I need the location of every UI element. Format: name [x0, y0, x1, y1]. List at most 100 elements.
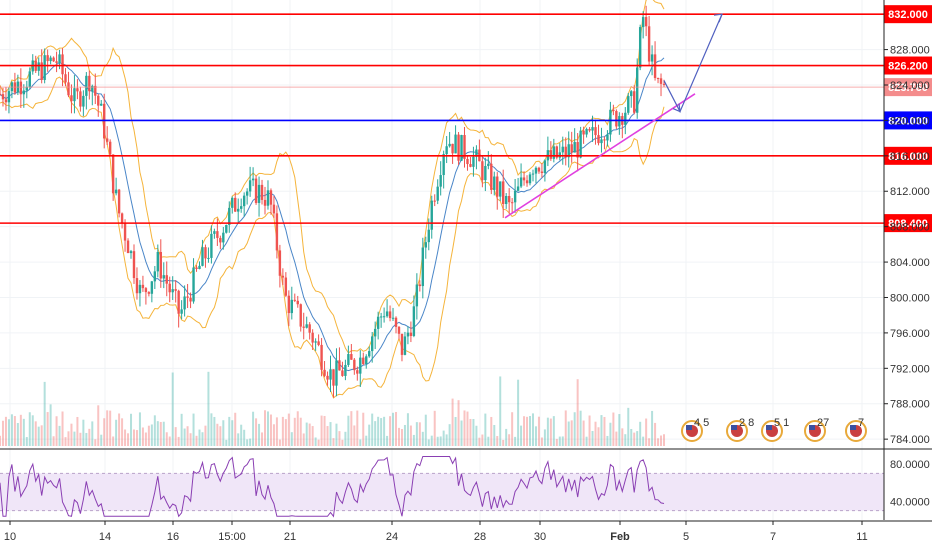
candle-body [531, 173, 535, 175]
volume-bar [657, 438, 660, 446]
candle-body [308, 324, 311, 333]
event-flag-icon[interactable]: 4 5 [681, 417, 709, 442]
volume-bar [424, 414, 427, 446]
volume-bar [118, 413, 121, 446]
drawings[interactable] [504, 13, 723, 219]
volume-bar [91, 421, 94, 446]
candle-body [70, 95, 73, 102]
volume-bar [1, 420, 4, 446]
candle-body [558, 152, 561, 158]
candle-body [171, 289, 174, 293]
candle-body [409, 332, 413, 336]
candle-body [659, 78, 663, 84]
price-axis-label: 824.000 [890, 80, 930, 92]
volume-bar [457, 400, 460, 446]
candle-body [180, 309, 183, 314]
candle-body [305, 324, 308, 328]
horizontal-levels[interactable]: 832.000 826.200 820.000 816.000 808.400 823.7… [0, 5, 932, 233]
candle-body [418, 284, 422, 287]
event-flag-label: 5 1 [774, 417, 789, 429]
time-axis-label: 24 [386, 531, 398, 543]
candle-body [299, 304, 302, 327]
candle-body [242, 195, 246, 207]
volume-bar [478, 437, 481, 446]
volume-bar [436, 436, 439, 446]
volume-bar [4, 416, 7, 446]
candle-body [311, 332, 314, 343]
candle-body [591, 127, 594, 131]
volume-bar [49, 404, 52, 446]
volume-bar [454, 417, 457, 446]
candle-body [287, 295, 291, 314]
candle-body [549, 150, 553, 159]
bollinger-lower [0, 76, 665, 399]
candle-body [135, 278, 139, 294]
candle-body [362, 357, 365, 365]
candle-body [326, 375, 329, 380]
volume-bar [520, 425, 523, 446]
candle-body [79, 91, 82, 107]
volume-bar [409, 425, 412, 446]
candle-body [120, 213, 124, 224]
volume-bar [106, 410, 109, 446]
volume-bar [174, 427, 177, 446]
candle-body [460, 135, 463, 161]
candle-body [633, 91, 636, 113]
volume-bar [627, 407, 630, 446]
candle-body [278, 250, 282, 276]
candle-body [338, 360, 341, 371]
volume-bar [460, 420, 463, 446]
event-markers[interactable]: 4 5 2 8 5 1 27 7 [681, 417, 867, 442]
candle-body [555, 146, 559, 158]
volume-bar [561, 436, 564, 446]
candle-body [412, 306, 416, 336]
candle-body [400, 333, 404, 355]
candle-body [579, 130, 582, 158]
candle-body [457, 134, 460, 161]
candle-body [603, 139, 606, 141]
volume-bar [7, 419, 10, 446]
event-flag-canton [686, 425, 692, 430]
candle-body [502, 181, 505, 205]
candle-body [290, 299, 294, 314]
candle-body [40, 62, 43, 80]
volume-bar [165, 432, 168, 446]
candle-body [370, 336, 374, 352]
rsi-band [0, 473, 884, 511]
volume-bar [573, 412, 576, 446]
volume-bar [201, 432, 204, 446]
volume-bar [534, 426, 537, 446]
volume-bar [466, 411, 469, 446]
event-flag-icon[interactable]: 27 [804, 417, 829, 442]
volume-bar [198, 429, 201, 446]
candle-body [275, 213, 279, 251]
candle-body [499, 181, 502, 197]
candle-body [481, 161, 484, 181]
candle-body [159, 251, 162, 279]
event-flag-icon[interactable]: 5 1 [761, 417, 789, 442]
volume-bar [252, 411, 255, 446]
volume-bar [296, 411, 299, 446]
volume-bar [350, 411, 353, 446]
volume-bar [79, 432, 82, 446]
volume-bar [264, 410, 267, 446]
volume-bar [380, 418, 383, 446]
candle-body [174, 289, 177, 291]
candle-body [245, 191, 249, 196]
candle-body [436, 186, 439, 201]
candle-body [537, 167, 541, 172]
price-axis-label: 804.000 [890, 257, 930, 269]
volume-bar [412, 434, 415, 446]
candle-body [239, 206, 243, 209]
candle-body [108, 141, 112, 155]
volume-bar [642, 436, 645, 446]
volume-bar [555, 438, 558, 446]
level-price-tag [884, 56, 932, 75]
event-flag-icon[interactable]: 7 [845, 417, 867, 442]
bollinger-bands [0, 0, 665, 399]
candle-body [585, 128, 588, 135]
time-axis-label: 5 [683, 531, 689, 543]
event-flag-icon[interactable]: 2 8 [726, 417, 754, 442]
